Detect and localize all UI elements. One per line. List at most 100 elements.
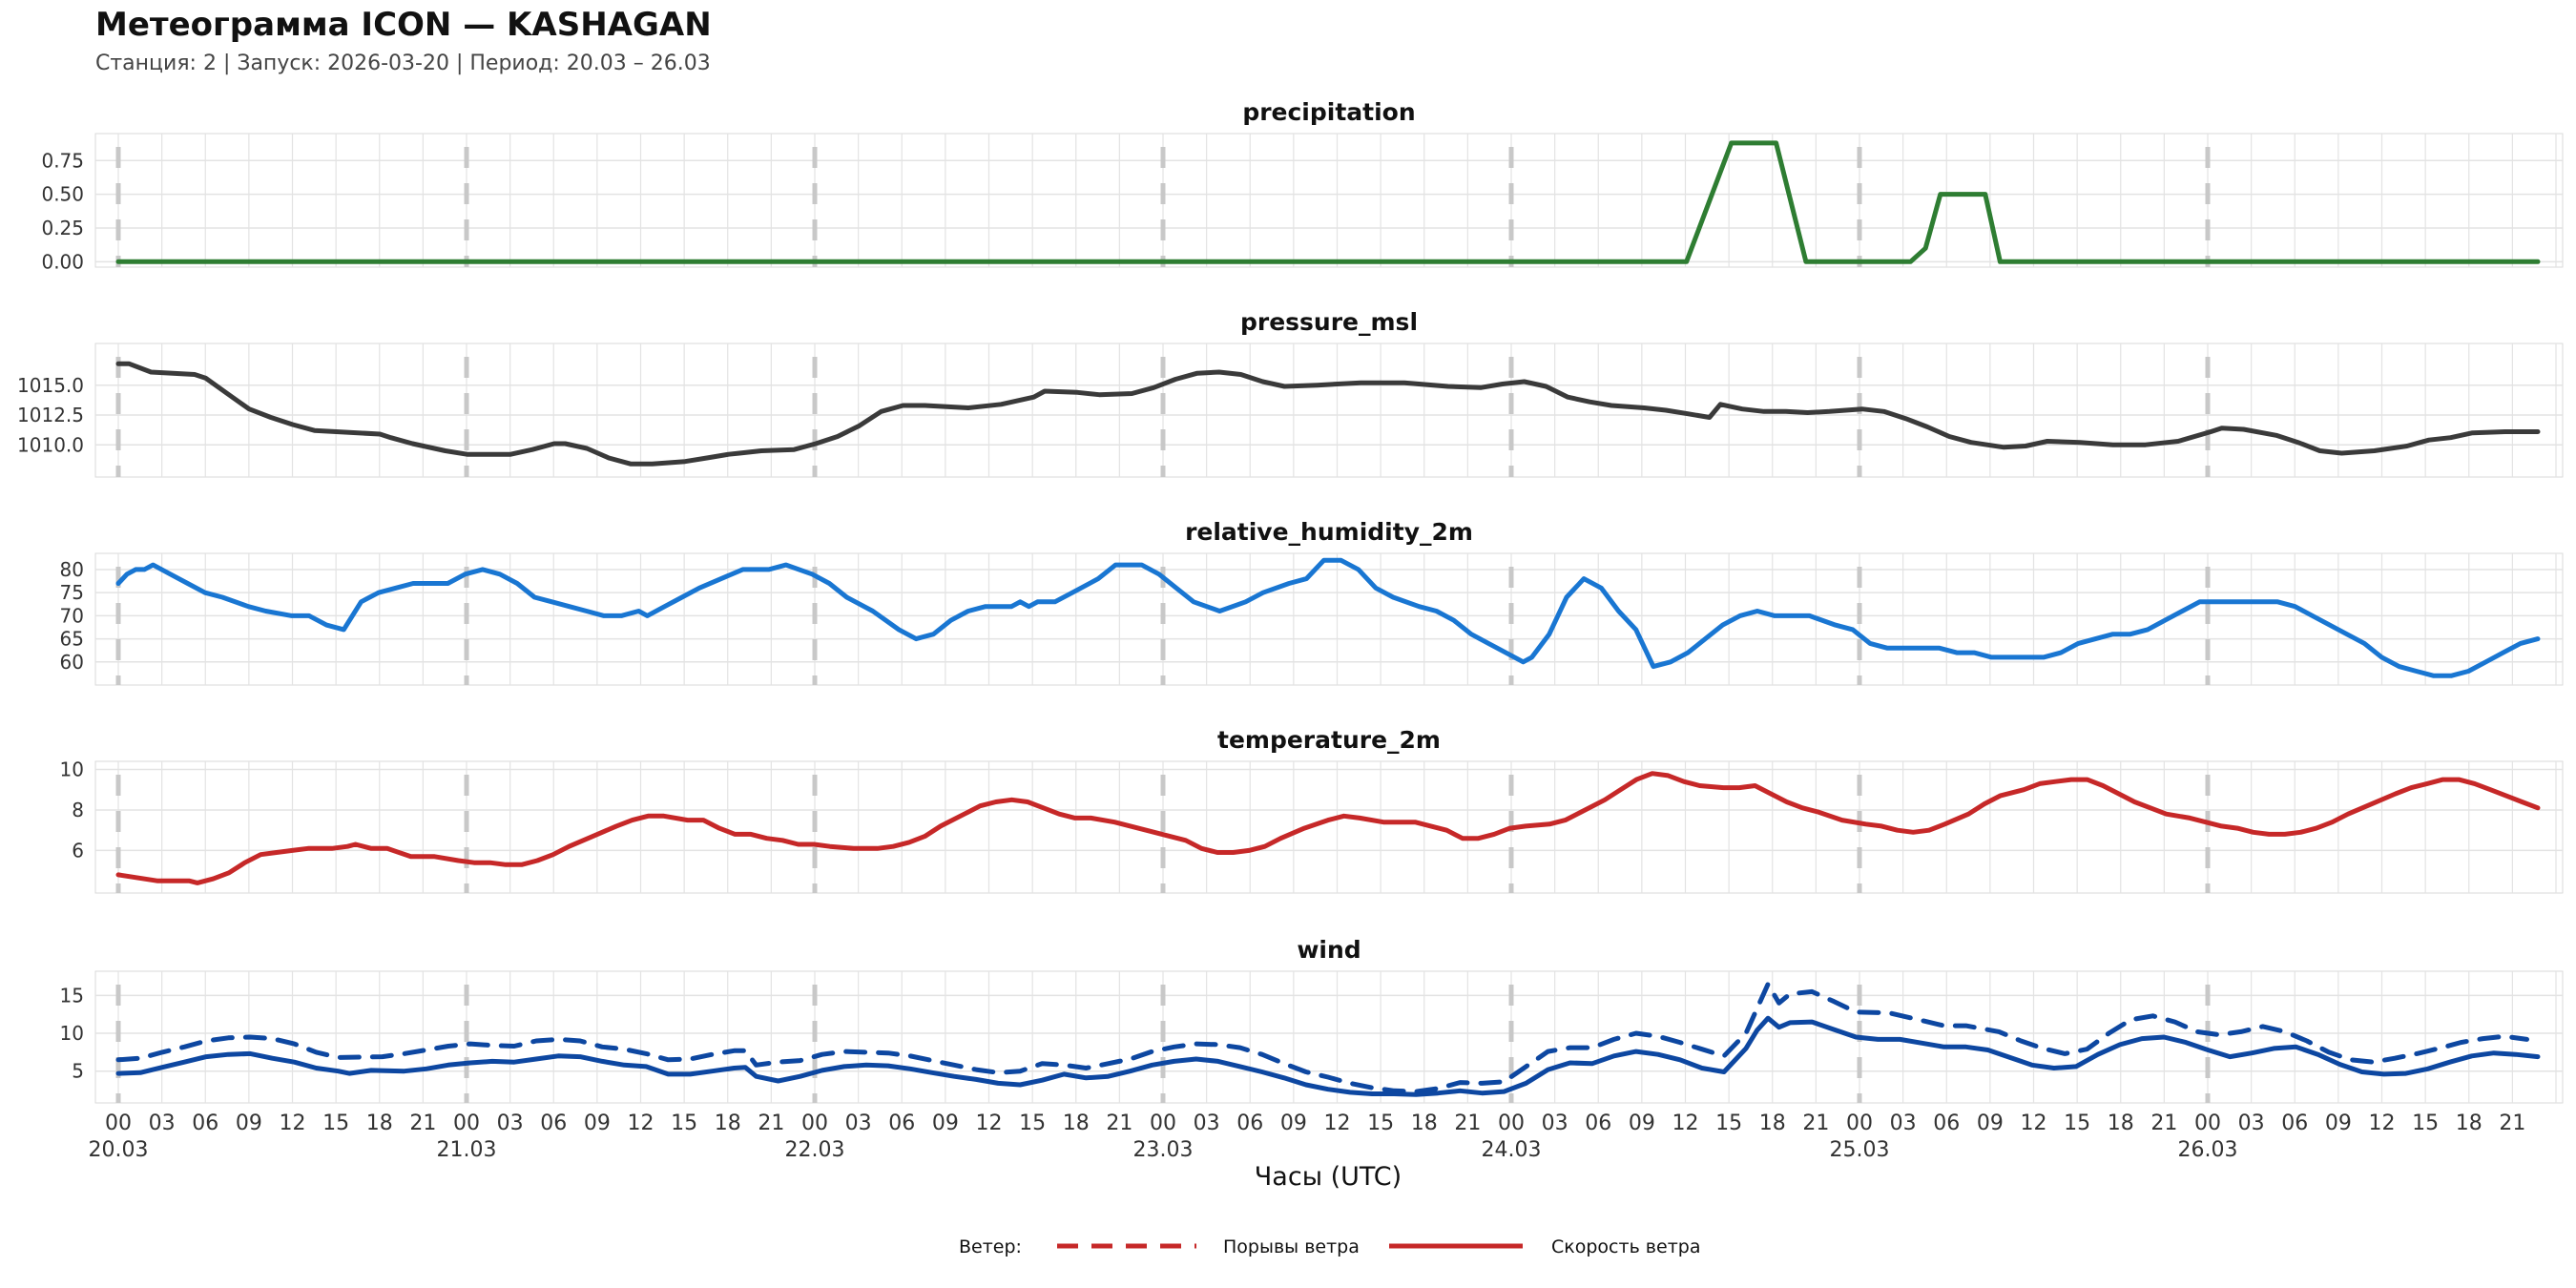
panel-temperature-2m: 6 8 10 temperature_2m xyxy=(60,726,2564,894)
x-tick-label: 06 xyxy=(1933,1111,1960,1135)
x-tick-label: 12 xyxy=(280,1111,306,1135)
y-tick-label: 65 xyxy=(60,628,84,651)
series-line xyxy=(115,361,2541,467)
x-axis: 00 03 06 09 12 15 18 21 00 03 06 09 12 15 18 21 00 03 06 09… xyxy=(89,1111,2526,1192)
x-tick-label: 03 xyxy=(149,1111,176,1135)
x-tick-label: 18 xyxy=(2108,1111,2134,1135)
x-tick-label: 21 xyxy=(2499,1111,2525,1135)
panel-title: relative_humidity_2m xyxy=(1185,518,1473,546)
y-tick-label: 5 xyxy=(72,1060,84,1083)
x-tick-label: 15 xyxy=(2064,1111,2090,1135)
y-tick-label: 1015.0 xyxy=(17,374,84,397)
x-tick-label: 12 xyxy=(628,1111,654,1135)
x-tick-label: 00 xyxy=(1150,1111,1176,1135)
x-tick-label: 18 xyxy=(715,1111,741,1135)
y-tick-label: 0.00 xyxy=(41,250,84,273)
legend-label-gusts: Порывы ветра xyxy=(1223,1236,1360,1257)
x-tick-label: 03 xyxy=(1194,1111,1220,1135)
x-tick-label: 00 xyxy=(453,1111,480,1135)
y-tick-label: 8 xyxy=(72,799,84,821)
panel-precipitation: 0.00 0.25 0.50 0.75 precipitation xyxy=(41,98,2564,273)
x-tick-label: 03 xyxy=(497,1111,524,1135)
y-tick-label: 1010.0 xyxy=(17,433,84,456)
panel-title: precipitation xyxy=(1242,98,1415,126)
x-tick-label: 09 xyxy=(236,1111,262,1135)
x-tick-label: 00 xyxy=(2194,1111,2221,1135)
x-tick-label: 15 xyxy=(1715,1111,1742,1135)
x-tick-label: 00 xyxy=(1846,1111,1873,1135)
x-tick-label: 18 xyxy=(1411,1111,1438,1135)
x-tick-label: 09 xyxy=(584,1111,611,1135)
x-tick-label: 06 xyxy=(192,1111,218,1135)
x-tick-label: 12 xyxy=(1324,1111,1351,1135)
series-line xyxy=(115,1015,2541,1097)
x-tick-label: 21 xyxy=(1106,1111,1132,1135)
x-tick-label: 18 xyxy=(1063,1111,1090,1135)
x-tick-label: 06 xyxy=(1236,1111,1263,1135)
x-tick-label: 21 xyxy=(758,1111,784,1135)
y-tick-label: 75 xyxy=(60,581,84,604)
x-tick-label: 09 xyxy=(932,1111,959,1135)
y-tick-label: 80 xyxy=(60,558,84,581)
legend-title: Ветер: xyxy=(959,1236,1022,1257)
y-tick-label: 60 xyxy=(60,651,84,674)
panel-pressure-msl: 1010.0 1012.5 1015.0 pressure_msl xyxy=(17,308,2564,478)
y-tick-label: 0.25 xyxy=(41,217,84,239)
x-tick-label: 15 xyxy=(1367,1111,1394,1135)
x-tick-label: 21 xyxy=(1454,1111,1481,1135)
x-tick-label: 18 xyxy=(1759,1111,1786,1135)
x-tick-label: 12 xyxy=(976,1111,1003,1135)
x-tick-label: 09 xyxy=(2325,1111,2352,1135)
panel-title: wind xyxy=(1297,936,1361,964)
x-tick-label: 09 xyxy=(1280,1111,1307,1135)
x-tick-label: 00 xyxy=(105,1111,132,1135)
panel-frame xyxy=(94,760,2564,894)
x-day-label: 23.03 xyxy=(1133,1138,1194,1162)
legend: Ветер: Порывы ветра Скорость ветра xyxy=(959,1236,1700,1257)
series-line xyxy=(115,140,2541,264)
y-tick-label: 10 xyxy=(60,758,84,780)
y-tick-label: 15 xyxy=(60,984,84,1007)
x-axis-label: Часы (UTC) xyxy=(1255,1162,1402,1192)
panel-frame xyxy=(94,133,2564,268)
panel-wind: 5 10 15 wind xyxy=(60,936,2564,1104)
x-tick-label: 12 xyxy=(2369,1111,2396,1135)
series-line xyxy=(115,771,2541,885)
x-tick-label: 15 xyxy=(671,1111,697,1135)
page-subtitle: Станция: 2 | Запуск: 2026-03-20 | Период… xyxy=(95,52,711,75)
x-tick-label: 00 xyxy=(801,1111,828,1135)
x-tick-label: 21 xyxy=(1802,1111,1829,1135)
x-day-label: 25.03 xyxy=(1830,1138,1890,1162)
x-tick-label: 15 xyxy=(1019,1111,1046,1135)
x-tick-label: 00 xyxy=(1498,1111,1525,1135)
x-tick-label: 03 xyxy=(845,1111,872,1135)
y-tick-label: 0.50 xyxy=(41,183,84,206)
x-tick-label: 18 xyxy=(2456,1111,2483,1135)
x-tick-label: 12 xyxy=(1672,1111,1699,1135)
y-tick-label: 0.75 xyxy=(41,149,84,172)
x-day-label: 20.03 xyxy=(89,1138,149,1162)
x-tick-label: 21 xyxy=(409,1111,436,1135)
x-tick-label: 09 xyxy=(1629,1111,1655,1135)
series-line-gusts xyxy=(115,982,2529,1094)
panel-title: pressure_msl xyxy=(1240,308,1418,336)
x-tick-label: 09 xyxy=(1977,1111,2004,1135)
page-title: Метеограмма ICON — KASHAGAN xyxy=(95,6,712,44)
x-day-label: 22.03 xyxy=(785,1138,845,1162)
y-tick-label: 1012.5 xyxy=(17,404,84,426)
y-tick-label: 70 xyxy=(60,604,84,627)
x-tick-label: 18 xyxy=(366,1111,393,1135)
y-tick-label: 6 xyxy=(72,839,84,862)
x-tick-label: 12 xyxy=(2021,1111,2047,1135)
x-tick-label: 03 xyxy=(1890,1111,1917,1135)
x-tick-label: 15 xyxy=(322,1111,349,1135)
x-day-label: 21.03 xyxy=(437,1138,497,1162)
x-day-label: 24.03 xyxy=(1482,1138,1542,1162)
y-tick-label: 10 xyxy=(60,1022,84,1045)
x-tick-label: 06 xyxy=(540,1111,567,1135)
x-tick-label: 21 xyxy=(2150,1111,2177,1135)
x-tick-label: 06 xyxy=(888,1111,915,1135)
x-tick-label: 03 xyxy=(2238,1111,2265,1135)
